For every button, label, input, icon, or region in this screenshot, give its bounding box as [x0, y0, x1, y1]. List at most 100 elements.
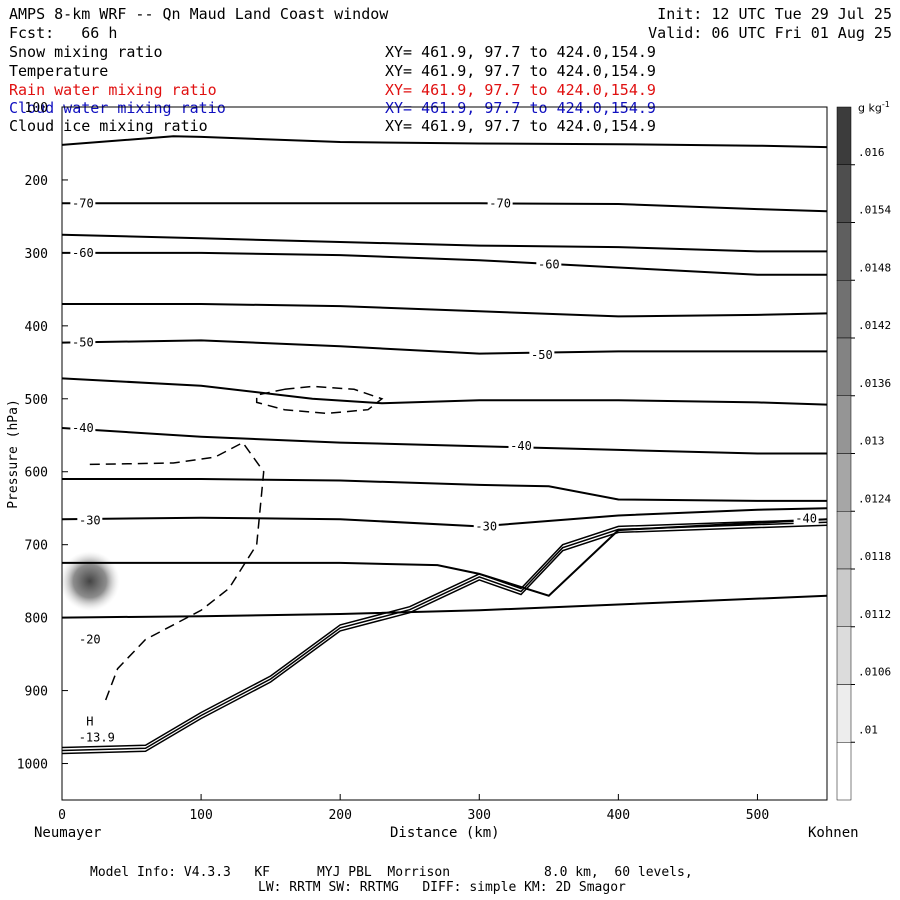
contour-label: -70 — [72, 196, 94, 210]
x-axis-label: Distance (km) — [390, 825, 500, 841]
isotherm-line — [62, 251, 827, 276]
y-tick-label: 500 — [25, 393, 48, 408]
x-tick-label: 200 — [328, 808, 351, 823]
isotherm-line — [61, 377, 828, 406]
contour-label-bg — [77, 512, 103, 527]
isotherm-line — [61, 233, 827, 253]
contour-label: -13.9 — [79, 730, 115, 744]
colorbar-unit: g kg-1 — [858, 100, 890, 115]
colorbar-band — [836, 280, 852, 339]
colorbar-tick-label: .0118 — [858, 550, 891, 563]
chart-title: AMPS 8-km WRF -- Qn Maud Land Coast wind… — [9, 5, 389, 23]
isotherm-line — [62, 478, 827, 502]
forecast-hour: Fcst: 66 h — [9, 24, 118, 42]
contour-label-bg — [77, 729, 117, 744]
colorbar-tick-label: .0148 — [858, 261, 891, 274]
contour-label: -70 — [489, 196, 511, 210]
contour-label: -60 — [72, 246, 94, 260]
contour-label: -30 — [79, 514, 101, 528]
colorbar-tick-label: .0112 — [858, 608, 891, 621]
footer-line-1: Model Info: V4.3.3 KF MYJ PBL Morrison 8… — [90, 865, 693, 880]
colorbar-band — [836, 164, 852, 223]
colorbar-tick-label: .01 — [858, 723, 878, 736]
x-tick-label: 100 — [189, 808, 212, 823]
valid-time: Valid: 06 UTC Fri 01 Aug 25 — [648, 24, 892, 42]
isotherm-line — [61, 427, 827, 455]
x-tick-label: 400 — [607, 808, 630, 823]
colorbar-band — [836, 395, 852, 454]
colorbar-band — [836, 684, 852, 743]
contour-label-bg — [508, 438, 534, 453]
contour-label: -30 — [475, 519, 497, 533]
y-tick-label: 300 — [25, 247, 48, 262]
field-xy-cloud-water: XY= 461.9, 97.7 to 424.0,154.9 — [385, 99, 656, 117]
contour-label-bg — [70, 195, 96, 210]
colorbar-band — [836, 742, 852, 801]
field-xy-temperature: XY= 461.9, 97.7 to 424.0,154.9 — [385, 62, 656, 80]
y-tick-label: 1000 — [17, 758, 48, 773]
y-tick-label: 100 — [25, 101, 48, 116]
x-tick-label: 300 — [468, 808, 491, 823]
cloud-ice-contour — [89, 441, 265, 706]
colorbar-tick-label: .0106 — [858, 666, 891, 679]
contour-label-bg — [529, 347, 555, 362]
field-xy-rain: XY= 461.9, 97.7 to 424.0,154.9 — [385, 81, 656, 99]
field-xy-cloud-ice: XY= 461.9, 97.7 to 424.0,154.9 — [385, 117, 656, 135]
surface-contour — [61, 524, 828, 755]
contour-label-bg — [536, 256, 562, 271]
contour-label-bg — [77, 631, 103, 646]
contour-label-bg — [70, 334, 96, 349]
y-tick-label: 700 — [25, 539, 48, 554]
field-name-snow: Snow mixing ratio — [9, 43, 163, 61]
colorbar-band — [836, 453, 852, 512]
x-tick-label: 0 — [58, 808, 66, 823]
contour-label-bg — [487, 195, 513, 210]
colorbar-tick-label: .0142 — [858, 319, 891, 332]
colorbar-band — [836, 222, 852, 281]
colorbar-band — [836, 337, 852, 396]
x-tick-label: 500 — [746, 808, 769, 823]
colorbar-band — [836, 568, 852, 627]
contour-label: -20 — [79, 633, 101, 647]
colorbar-band — [836, 626, 852, 685]
colorbar-tick-label: .016 — [858, 146, 885, 159]
y-tick-label: 200 — [25, 174, 48, 189]
colorbar-tick-label: .013 — [858, 435, 885, 448]
contour-label-bg — [473, 518, 499, 533]
colorbar-tick-label: .0124 — [858, 492, 891, 505]
x-right-label: Kohnen — [808, 825, 859, 841]
y-tick-label: 900 — [25, 685, 48, 700]
contour-label: -40 — [795, 511, 817, 525]
snow-maximum-shading — [59, 551, 120, 612]
isotherm-line — [61, 135, 828, 149]
colorbar-tick-label: .0136 — [858, 377, 891, 390]
cloud-ice-contour — [255, 385, 384, 415]
high-marker: H — [86, 715, 93, 729]
init-time: Init: 12 UTC Tue 29 Jul 25 — [657, 5, 892, 23]
field-name-cloud-ice: Cloud ice mixing ratio — [9, 117, 208, 135]
plot-frame — [61, 106, 828, 801]
field-name-temperature: Temperature — [9, 62, 109, 80]
field-name-cloud-water: Cloud water mixing ratio — [9, 99, 226, 117]
colorbar-band — [836, 106, 852, 165]
surface-contour — [61, 521, 828, 752]
x-left-label: Neumayer — [34, 825, 102, 841]
contour-label-bg — [793, 510, 819, 525]
isotherm-line — [62, 202, 828, 213]
footer-line-2: LW: RRTM SW: RRTMG DIFF: simple KM: 2D S… — [258, 880, 626, 895]
contour-label-bg — [70, 419, 96, 434]
y-tick-label: 400 — [25, 320, 48, 335]
contour-label: -50 — [531, 348, 553, 362]
colorbar-band — [836, 511, 852, 570]
contour-label: -50 — [72, 336, 94, 350]
isotherm-line — [61, 594, 828, 619]
contour-label-bg — [70, 244, 96, 259]
contour-label: -40 — [72, 421, 94, 435]
colorbar-tick-label: .0154 — [858, 204, 891, 217]
isotherm-line — [61, 339, 827, 355]
isotherm-line — [62, 303, 828, 318]
contour-label: -60 — [538, 258, 560, 272]
surface-contour — [61, 518, 828, 749]
contour-label: -40 — [510, 439, 532, 453]
